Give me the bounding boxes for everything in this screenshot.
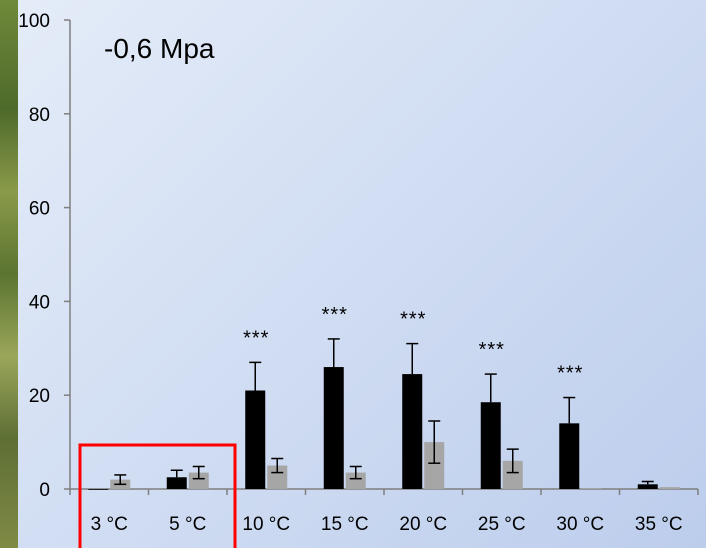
axes [64, 19, 699, 495]
x-tick-label: 20 °C [399, 514, 447, 535]
significance-label: *** [322, 304, 348, 326]
bar [659, 487, 680, 489]
y-tick-label: 80 [29, 105, 50, 126]
bar [581, 488, 602, 489]
bars [78, 338, 680, 548]
significance-label: *** [557, 363, 583, 385]
chart-title: -0,6 Mpa [104, 33, 215, 64]
bar [188, 472, 209, 489]
y-tick-label: 40 [29, 292, 50, 313]
y-tick-label: 60 [29, 199, 50, 220]
bar [402, 374, 423, 489]
labels: 0 20 40 60 80 100 3 °C 5 °C 10 °C 15 °C 20 °C 25 °C… [18, 11, 682, 535]
bar [267, 465, 288, 489]
significance-label: *** [400, 309, 426, 331]
x-tick-label: 3 °C [91, 514, 128, 535]
x-tick-label: 5 °C [169, 514, 206, 535]
plot-background [18, 0, 706, 548]
background-photo-strip [0, 0, 18, 548]
highlight-box [78, 443, 237, 548]
x-tick-label: 30 °C [556, 514, 604, 535]
bar [502, 460, 523, 489]
bar [88, 489, 109, 490]
bar [424, 442, 445, 489]
y-tick-label: 100 [18, 11, 50, 32]
bar [559, 423, 580, 489]
bar [323, 367, 344, 489]
bar [245, 390, 266, 489]
y-tick-label: 20 [29, 386, 50, 407]
x-tick-label: 25 °C [478, 514, 526, 535]
bar [637, 484, 658, 489]
bar [480, 402, 501, 489]
x-tick-label: 15 °C [321, 514, 369, 535]
y-tick-label: 0 [39, 480, 50, 501]
bar [345, 472, 366, 489]
significance-label: *** [479, 339, 505, 361]
bar [166, 477, 187, 489]
significance-label: *** [243, 327, 269, 349]
x-tick-label: 10 °C [242, 514, 290, 535]
x-tick-label: 35 °C [635, 514, 683, 535]
